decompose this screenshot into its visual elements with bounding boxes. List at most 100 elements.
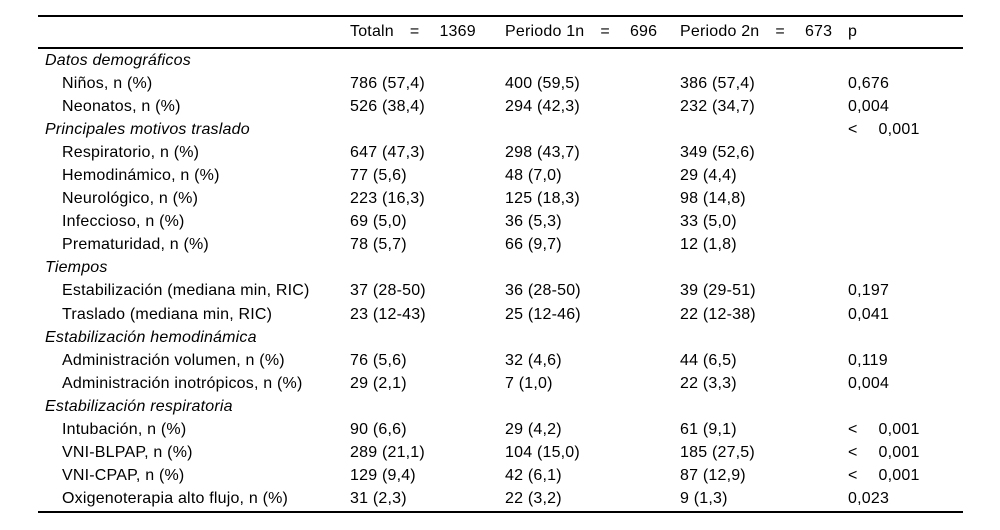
periodo1-value: 36 (28-50) — [505, 282, 581, 300]
total-value: 223 (16,3) — [350, 190, 425, 208]
p-number: 0,001 — [878, 444, 920, 462]
periodo1-value: 66 (9,7) — [505, 236, 562, 254]
header-periodo1-n: 696 — [629, 23, 658, 40]
table-header-row: Totaln = 1369 Periodo 1n = 696 Periodo 2n = 67… — [38, 17, 963, 47]
top-rule — [38, 15, 963, 17]
table-row: Tiempos — [38, 257, 963, 280]
periodo2-value: 185 (27,5) — [680, 444, 755, 462]
total-value: 289 (21,1) — [350, 444, 425, 462]
p-value-cell: 0,041 — [848, 306, 963, 324]
p-number: 0,004 — [848, 97, 890, 115]
row-label: Respiratorio, n (%) — [62, 143, 200, 161]
periodo1-value: 125 (18,3) — [505, 190, 580, 208]
table-row: VNI-BLPAP, n (%) 289 (21,1) 104 (15,0) 1… — [38, 442, 963, 465]
p-number: 0,676 — [848, 74, 890, 92]
table-row: Intubación, n (%) 90 (6,6) 29 (4,2) 61 (… — [38, 419, 963, 442]
row-label: Traslado (mediana min, RIC) — [62, 305, 273, 323]
equals-sign: = — [775, 23, 785, 40]
p-number: 0,197 — [848, 282, 890, 300]
header-p-label: p — [848, 23, 858, 40]
p-value-cell: 0,119 — [848, 352, 963, 370]
less-than-sign: < — [848, 467, 858, 485]
table-row: Traslado (mediana min, RIC) 23 (12-43) 2… — [38, 303, 963, 326]
periodo2-value: 87 (12,9) — [680, 467, 746, 485]
table-row: Respiratorio, n (%) 647 (47,3) 298 (43,7… — [38, 141, 963, 164]
header-col-periodo1: Periodo 1n = 696 — [505, 23, 680, 41]
less-than-sign: < — [848, 421, 858, 439]
periodo1-value: 29 (4,2) — [505, 421, 562, 439]
total-value: 77 (5,6) — [350, 167, 407, 185]
p-value-cell: 0,676 — [848, 75, 963, 93]
table-row: Prematuridad, n (%) 78 (5,7) 66 (9,7) 12… — [38, 234, 963, 257]
total-value: 31 (2,3) — [350, 490, 407, 508]
table-body: Datos demográficos Niños, n (%) 786 (57,… — [38, 49, 963, 511]
row-label: Principales motivos traslado — [45, 120, 250, 138]
total-value: 23 (12-43) — [350, 305, 426, 323]
row-label: VNI-CPAP, n (%) — [62, 467, 185, 485]
periodo1-value: 22 (3,2) — [505, 490, 562, 508]
table-row: Niños, n (%) 786 (57,4) 400 (59,5) 386 (… — [38, 72, 963, 95]
header-periodo2-label: Periodo 2n — [680, 23, 760, 40]
total-value: 786 (57,4) — [350, 74, 425, 92]
table-row: Oxigenoterapia alto flujo, n (%) 31 (2,3… — [38, 488, 963, 511]
p-number: 0,001 — [878, 421, 920, 439]
table-row: Neonatos, n (%) 526 (38,4) 294 (42,3) 23… — [38, 95, 963, 118]
equals-sign: = — [600, 23, 610, 40]
periodo1-value: 36 (5,3) — [505, 213, 562, 231]
total-value: 90 (6,6) — [350, 421, 407, 439]
row-label: VNI-BLPAP, n (%) — [62, 444, 193, 462]
periodo1-value: 32 (4,6) — [505, 351, 562, 369]
less-than-sign: < — [848, 120, 858, 138]
row-label: Estabilización respiratoria — [45, 397, 233, 415]
periodo2-value: 44 (6,5) — [680, 351, 737, 369]
p-number: 0,001 — [878, 467, 920, 485]
row-label: Prematuridad, n (%) — [62, 236, 209, 254]
header-col-total: Totaln = 1369 — [350, 23, 505, 41]
periodo2-value: 22 (12-38) — [680, 305, 756, 323]
header-total-n: 1369 — [439, 23, 476, 40]
row-label: Intubación, n (%) — [62, 421, 187, 439]
p-value-cell: <0,001 — [848, 444, 963, 462]
header-rule — [38, 47, 963, 49]
row-label: Tiempos — [45, 259, 108, 277]
table-row: Administración inotrópicos, n (%) 29 (2,… — [38, 372, 963, 395]
p-number: 0,041 — [848, 305, 890, 323]
total-value: 647 (47,3) — [350, 143, 425, 161]
row-label: Neurológico, n (%) — [62, 190, 199, 208]
table-row: Neurológico, n (%) 223 (16,3) 125 (18,3)… — [38, 188, 963, 211]
periodo1-value: 104 (15,0) — [505, 444, 580, 462]
header-col-p: p — [848, 23, 963, 41]
p-number: 0,001 — [878, 120, 920, 138]
row-label: Estabilización hemodinámica — [45, 328, 257, 346]
p-number: 0,023 — [848, 490, 890, 508]
periodo1-value: 400 (59,5) — [505, 74, 580, 92]
row-label: Estabilización (mediana min, RIC) — [62, 282, 310, 300]
row-label: Administración inotrópicos, n (%) — [62, 374, 303, 392]
bottom-rule — [38, 510, 963, 513]
periodo2-value: 22 (3,3) — [680, 374, 737, 392]
header-periodo1-label: Periodo 1n — [505, 23, 585, 40]
p-value-cell: <0,001 — [848, 467, 963, 485]
comparison-table: Totaln = 1369 Periodo 1n = 696 Periodo 2n = 67… — [38, 15, 963, 513]
table-row: Estabilización respiratoria — [38, 395, 963, 418]
table-row: Hemodinámico, n (%) 77 (5,6) 48 (7,0) 29… — [38, 164, 963, 187]
total-value: 129 (9,4) — [350, 467, 416, 485]
p-value-cell: 0,004 — [848, 375, 963, 393]
total-value: 78 (5,7) — [350, 236, 407, 254]
periodo2-value: 232 (34,7) — [680, 97, 755, 115]
p-value-cell: 0,004 — [848, 98, 963, 116]
periodo1-value: 294 (42,3) — [505, 97, 580, 115]
table-row: Estabilización (mediana min, RIC) 37 (28… — [38, 280, 963, 303]
periodo2-value: 12 (1,8) — [680, 236, 737, 254]
table-row: Administración volumen, n (%) 76 (5,6) 3… — [38, 349, 963, 372]
row-label: Neonatos, n (%) — [62, 97, 181, 115]
table-row: Estabilización hemodinámica — [38, 326, 963, 349]
row-label: Infeccioso, n (%) — [62, 213, 185, 231]
header-total-label: Totaln — [350, 23, 394, 40]
periodo2-value: 386 (57,4) — [680, 74, 755, 92]
p-value-cell: <0,001 — [848, 421, 963, 439]
row-label: Administración volumen, n (%) — [62, 351, 285, 369]
total-value: 76 (5,6) — [350, 351, 407, 369]
periodo2-value: 98 (14,8) — [680, 190, 746, 208]
